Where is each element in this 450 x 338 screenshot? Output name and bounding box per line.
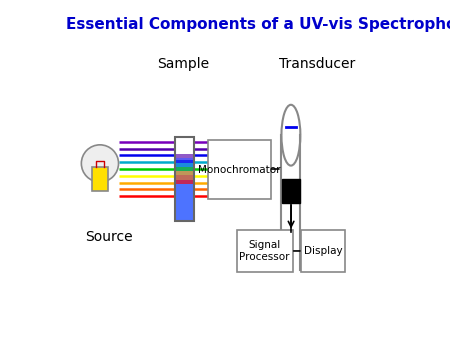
FancyBboxPatch shape: [92, 167, 108, 191]
Text: Display: Display: [304, 246, 342, 256]
FancyBboxPatch shape: [176, 160, 193, 220]
FancyBboxPatch shape: [282, 179, 300, 203]
FancyBboxPatch shape: [176, 159, 193, 163]
Text: Transducer: Transducer: [279, 57, 356, 71]
FancyBboxPatch shape: [176, 179, 193, 184]
FancyBboxPatch shape: [176, 154, 193, 159]
FancyBboxPatch shape: [176, 175, 193, 179]
FancyBboxPatch shape: [176, 167, 193, 171]
FancyBboxPatch shape: [176, 171, 193, 175]
FancyBboxPatch shape: [237, 230, 292, 272]
Text: Monochromator: Monochromator: [198, 165, 281, 175]
Circle shape: [81, 145, 118, 182]
FancyBboxPatch shape: [176, 163, 193, 167]
Text: Source: Source: [85, 230, 132, 244]
FancyBboxPatch shape: [301, 230, 345, 272]
Text: Signal
Processor: Signal Processor: [239, 240, 290, 262]
Text: Sample: Sample: [157, 57, 209, 71]
Text: Essential Components of a UV-vis Spectrophotometer: Essential Components of a UV-vis Spectro…: [66, 17, 450, 32]
FancyBboxPatch shape: [208, 140, 270, 199]
